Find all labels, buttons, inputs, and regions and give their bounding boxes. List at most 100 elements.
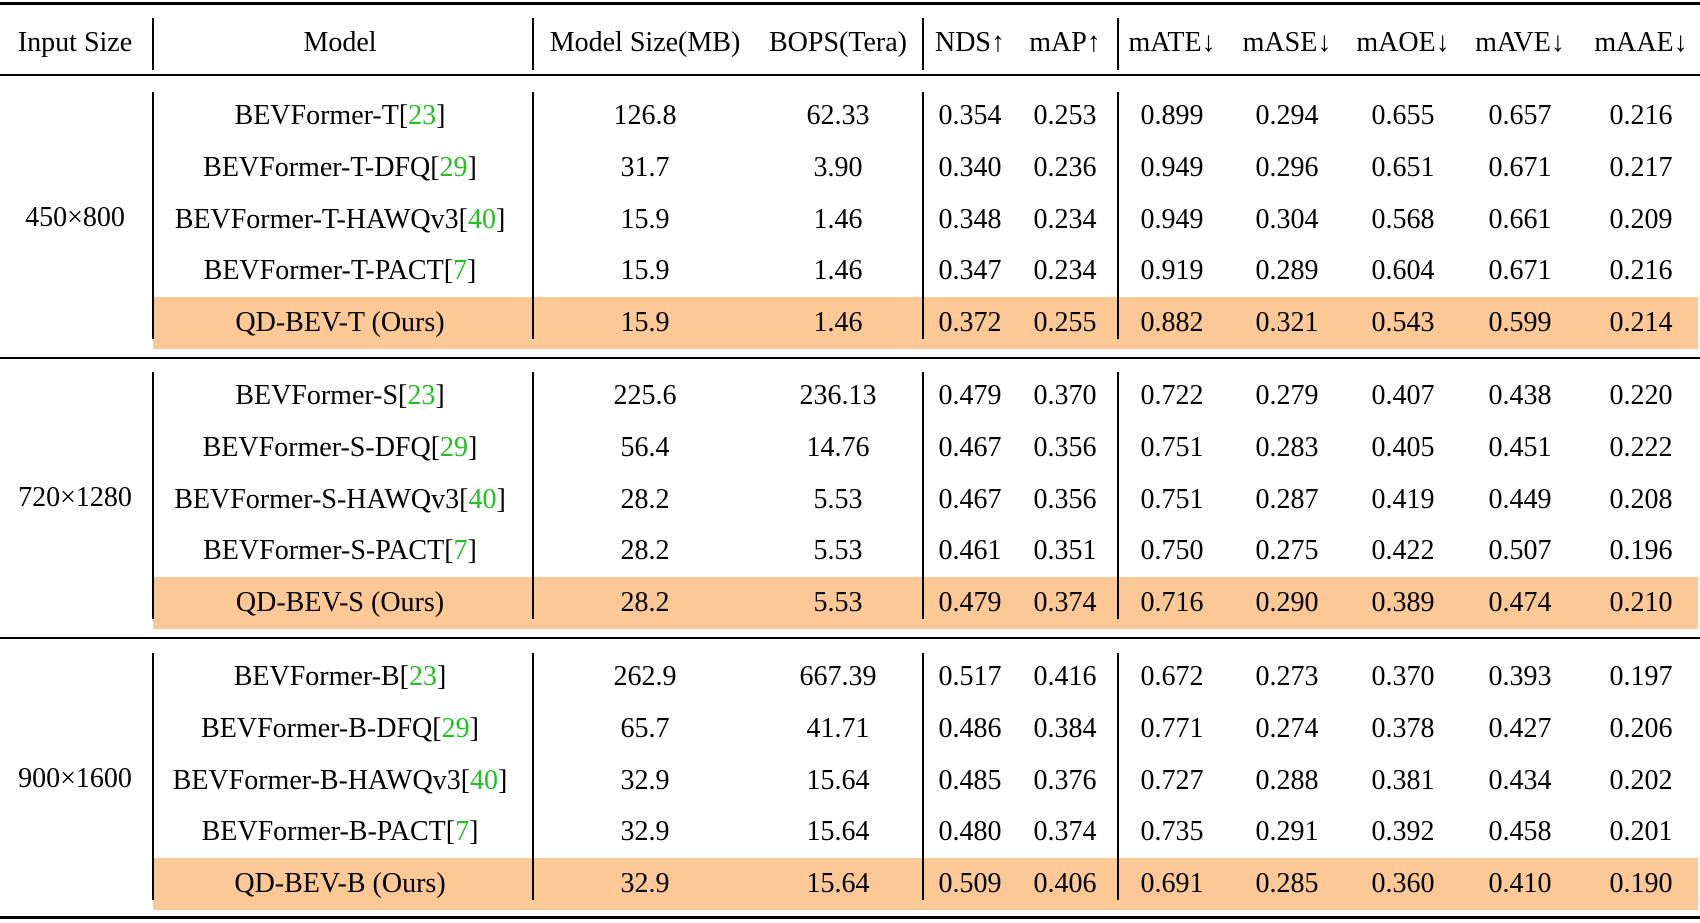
model-name-cell: BEVFormer-T[23] (234, 100, 446, 131)
citation-link[interactable]: 40 (470, 764, 499, 796)
citation-link[interactable]: 40 (467, 203, 496, 235)
header-nds: NDS↑ (934, 27, 1006, 58)
citation-link[interactable]: 29 (440, 431, 469, 463)
value-size: 32.9 (620, 868, 670, 900)
value-mate: 0.691 (1140, 868, 1204, 900)
value-bops: 62.33 (806, 100, 870, 131)
column-divider (922, 653, 924, 900)
header-column-divider (152, 18, 154, 70)
model-name-cell: BEVFormer-B-PACT[7] (201, 816, 479, 848)
model-name: BEVFormer-S-PACT (203, 535, 445, 567)
model-name-cell: BEVFormer-B-DFQ[29] (201, 712, 479, 744)
value-mate: 0.750 (1140, 535, 1204, 567)
model-name: QD-BEV-B (Ours) (234, 868, 446, 900)
citation-link[interactable]: 7 (453, 255, 468, 287)
ours-row-highlight (153, 297, 1698, 350)
column-divider (922, 92, 924, 339)
header-column-divider (922, 18, 924, 70)
citation-link[interactable]: 40 (468, 483, 497, 515)
header-model-size: Model Size(MB) (549, 27, 741, 58)
header-model: Model (303, 27, 377, 58)
header-mave: mAVE↓ (1475, 27, 1565, 58)
value-mate: 0.949 (1140, 151, 1204, 183)
value-mave: 0.449 (1488, 483, 1552, 515)
value-size: 225.6 (613, 380, 677, 411)
value-mave: 0.671 (1488, 255, 1552, 287)
column-divider (1117, 653, 1119, 900)
value-size: 15.9 (620, 203, 670, 235)
column-divider (532, 372, 534, 619)
model-name: BEVFormer-T-DFQ (203, 151, 431, 183)
value-maae: 0.202 (1609, 764, 1673, 796)
model-name-cell: QD-BEV-S (Ours) (236, 589, 444, 617)
header-mase: mASE↓ (1242, 27, 1332, 58)
model-name: BEVFormer-S-DFQ (202, 431, 431, 463)
value-nds: 0.461 (938, 535, 1002, 567)
model-name: BEVFormer-B-PACT (201, 816, 446, 848)
value-map: 0.376 (1033, 764, 1097, 796)
value-map: 0.384 (1033, 712, 1097, 744)
citation-link[interactable]: 23 (408, 100, 437, 131)
value-size: 28.2 (620, 535, 670, 567)
model-name-cell: BEVFormer-S-DFQ[29] (202, 431, 478, 463)
value-nds: 0.348 (938, 203, 1002, 235)
model-name: BEVFormer-S (235, 380, 399, 411)
value-maoe: 0.389 (1371, 587, 1435, 619)
column-divider (532, 92, 534, 339)
column-divider (1117, 372, 1119, 619)
header-input-size: Input Size (17, 27, 133, 58)
value-mave: 0.474 (1488, 587, 1552, 619)
citation-link[interactable]: 7 (455, 816, 470, 848)
value-bops: 41.71 (806, 712, 870, 744)
value-maae: 0.190 (1609, 868, 1673, 900)
value-map: 0.234 (1033, 255, 1097, 287)
value-mave: 0.410 (1488, 868, 1552, 900)
value-mase: 0.294 (1255, 100, 1319, 131)
value-mave: 0.671 (1488, 151, 1552, 183)
value-maoe: 0.604 (1371, 255, 1435, 287)
value-maoe: 0.651 (1371, 151, 1435, 183)
value-maoe: 0.407 (1371, 380, 1435, 411)
model-name-cell: QD-BEV-B (Ours) (234, 870, 445, 898)
column-divider (922, 372, 924, 619)
value-bops: 1.46 (813, 307, 863, 339)
value-mase: 0.279 (1255, 380, 1319, 411)
citation-link[interactable]: 7 (453, 535, 468, 567)
value-maoe: 0.568 (1371, 203, 1435, 235)
value-maoe: 0.381 (1371, 764, 1435, 796)
value-maae: 0.210 (1609, 587, 1673, 619)
model-name-cell: BEVFormer-S-HAWQv3[40] (174, 483, 506, 515)
value-maoe: 0.543 (1371, 307, 1435, 339)
value-mase: 0.274 (1255, 712, 1319, 744)
input-size-label: 450×800 (25, 201, 125, 233)
value-nds: 0.517 (938, 661, 1002, 692)
header-rule (0, 74, 1700, 76)
value-mate: 0.771 (1140, 712, 1204, 744)
value-size: 65.7 (620, 712, 670, 744)
citation-link[interactable]: 29 (439, 151, 468, 183)
model-name: QD-BEV-T (Ours) (235, 307, 445, 339)
value-size: 32.9 (620, 764, 670, 796)
value-bops: 5.53 (813, 587, 863, 619)
citation-link[interactable]: 23 (407, 380, 436, 411)
value-size: 15.9 (620, 307, 670, 339)
value-mave: 0.507 (1488, 535, 1552, 567)
value-bops: 1.46 (813, 203, 863, 235)
value-map: 0.370 (1033, 380, 1097, 411)
value-maoe: 0.655 (1371, 100, 1435, 131)
group-separator-rule (0, 637, 1700, 639)
value-mate: 0.735 (1140, 816, 1204, 848)
value-mave: 0.451 (1488, 431, 1552, 463)
citation-link[interactable]: 29 (441, 712, 470, 744)
value-map: 0.374 (1033, 587, 1097, 619)
value-maae: 0.217 (1609, 151, 1673, 183)
citation-link[interactable]: 23 (408, 661, 437, 692)
header-mate: mATE↓ (1128, 27, 1216, 58)
value-mave: 0.438 (1488, 380, 1552, 411)
model-name-cell: BEVFormer-T-PACT[7] (203, 255, 477, 287)
value-mate: 0.751 (1140, 483, 1204, 515)
value-size: 28.2 (620, 587, 670, 619)
value-nds: 0.340 (938, 151, 1002, 183)
value-maae: 0.216 (1609, 100, 1673, 131)
value-map: 0.253 (1033, 100, 1097, 131)
